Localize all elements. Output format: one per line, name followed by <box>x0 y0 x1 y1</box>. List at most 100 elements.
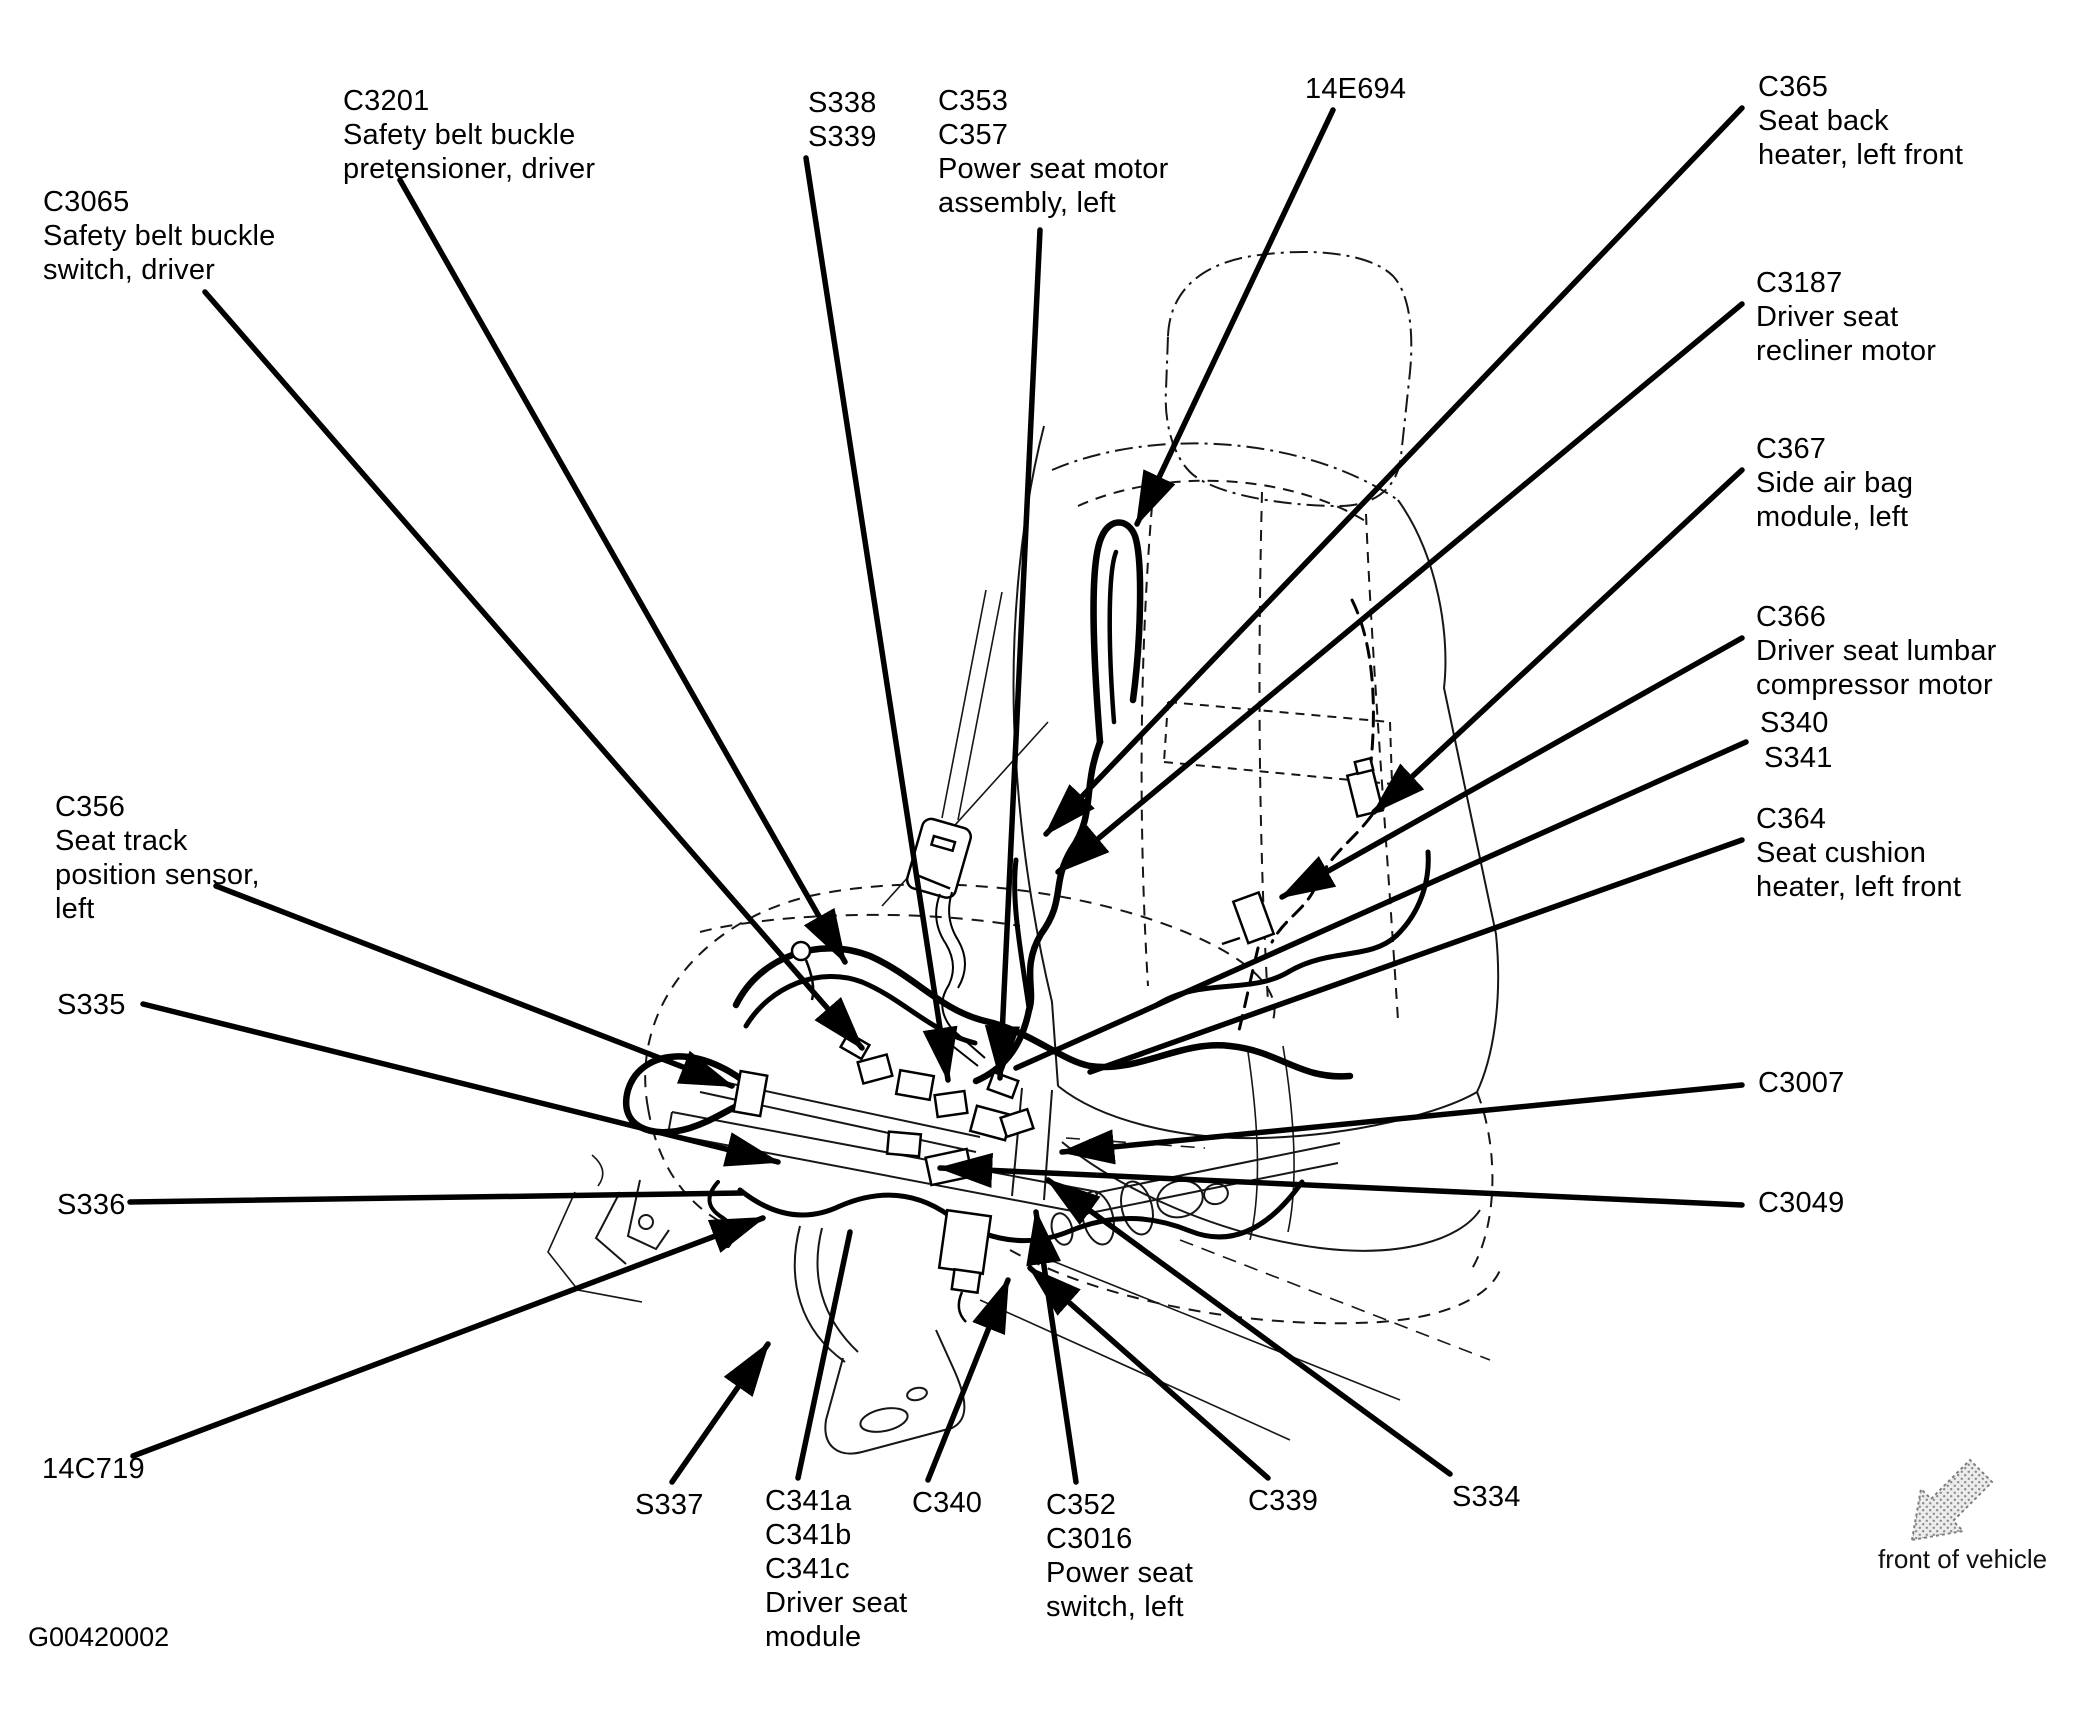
callout-c364-line: Seat cushion <box>1756 837 1927 869</box>
callout-c3065-line: Safety belt buckle <box>43 220 276 252</box>
callout-c3007-line: C3007 <box>1758 1067 1845 1099</box>
callout-c341: C341a C341b C341c Driver seat module <box>765 1484 907 1654</box>
callout-c3065-line: switch, driver <box>43 254 215 286</box>
callout-s335-line: S335 <box>57 989 126 1021</box>
callout-s337: S337 <box>635 1488 704 1522</box>
callout-s341-line: S341 <box>1764 742 1833 774</box>
callout-s338-s339-line: S339 <box>808 121 877 153</box>
leader-c366 <box>1279 635 1745 900</box>
leader-c3065 <box>202 289 865 1051</box>
leader-c3187 <box>1055 301 1745 875</box>
callout-c340: C340 <box>912 1486 982 1520</box>
callout-c366-line: Driver seat lumbar <box>1756 635 1997 667</box>
callout-s335: S335 <box>57 988 126 1022</box>
leader-s336 <box>127 1190 745 1205</box>
callout-c366-line: C366 <box>1756 601 1827 633</box>
leader-c352 <box>1026 1209 1079 1485</box>
callout-c367: C367 Side air bag module, left <box>1756 432 1913 534</box>
callout-s334-line: S334 <box>1452 1481 1521 1513</box>
leader-c3201 <box>397 177 848 965</box>
callout-14c719: 14C719 <box>42 1452 145 1486</box>
callout-c365-line: Seat back <box>1758 105 1889 137</box>
leader-c3007 <box>1059 1082 1745 1165</box>
callout-c352-line: C3016 <box>1046 1523 1133 1555</box>
callout-s334: S334 <box>1452 1480 1521 1514</box>
callout-c356-line: Seat track <box>55 825 188 857</box>
callout-c3201: C3201 Safety belt buckle pretensioner, dri… <box>343 84 595 186</box>
leader-c367 <box>1371 467 1745 815</box>
callout-14e694-line: 14E694 <box>1305 73 1407 105</box>
callout-s336: S336 <box>57 1188 126 1222</box>
callout-c341-line: C341c <box>765 1553 850 1585</box>
callout-c353-c357-line: Power seat motor <box>938 153 1169 185</box>
callout-c367-line: Side air bag <box>1756 467 1914 499</box>
callout-c364-line: heater, left front <box>1756 871 1962 903</box>
callout-c353-c357-line: assembly, left <box>938 187 1116 219</box>
callout-c365: C365 Seat back heater, left front <box>1758 70 1963 172</box>
callout-c3187-line: Driver seat <box>1756 301 1899 333</box>
callout-c341-line: C341a <box>765 1485 852 1517</box>
callout-c353-c357-line: C357 <box>938 119 1009 151</box>
callout-c356-line: position sensor, <box>55 859 260 891</box>
pretensioner-connector <box>790 940 812 962</box>
callout-c341-line: Driver seat <box>765 1587 908 1619</box>
leader-c3049 <box>937 1152 1745 1208</box>
power-seat-switch <box>937 1208 993 1276</box>
callout-c356-line: left <box>55 893 95 925</box>
callout-c366: C366 Driver seat lumbar compressor motor <box>1756 600 1997 702</box>
callout-c352: C352 C3016 Power seat switch, left <box>1046 1488 1193 1624</box>
callout-c3187-line: C3187 <box>1756 267 1843 299</box>
callout-c3187: C3187 Driver seat recliner motor <box>1756 266 1936 368</box>
callout-c3049-line: C3049 <box>1758 1187 1845 1219</box>
callout-c367-line: C367 <box>1756 433 1827 465</box>
callout-c3065-line: C3065 <box>43 186 130 218</box>
leader-14e694 <box>1134 107 1336 527</box>
connector-s340-s341 <box>1231 890 1276 945</box>
callout-c341-line: module <box>765 1621 862 1653</box>
figure-code: G00420002 <box>28 1622 170 1652</box>
callout-s341: S341 <box>1764 741 1833 775</box>
callout-c340-line: C340 <box>912 1487 983 1519</box>
leader-c353-c357 <box>984 227 1043 1081</box>
callout-c364-line: C364 <box>1756 803 1827 835</box>
callout-c3187-line: recliner motor <box>1756 335 1937 367</box>
callout-c339: C339 <box>1248 1484 1318 1518</box>
callout-leader-lines <box>127 105 1749 1485</box>
seat-belt-buckle <box>905 817 986 1067</box>
callout-c3201-line: C3201 <box>343 85 430 117</box>
callout-c3201-line: Safety belt buckle <box>343 119 576 151</box>
callout-c352-line: C352 <box>1046 1489 1117 1521</box>
leader-s341 <box>1013 739 1749 1071</box>
leader-s338-s339 <box>803 155 958 1083</box>
callout-c352-line: switch, left <box>1046 1591 1184 1623</box>
leader-14c719 <box>130 1215 766 1459</box>
leader-c356 <box>213 883 735 1089</box>
leader-c341 <box>795 1229 853 1481</box>
callout-c365-line: heater, left front <box>1758 139 1964 171</box>
callout-s337-line: S337 <box>635 1489 704 1521</box>
callout-c356: C356 Seat track position sensor, left <box>55 790 260 926</box>
callout-c353-c357-line: C353 <box>938 85 1009 117</box>
callout-s338-s339-line: S338 <box>808 87 877 119</box>
leader-s334 <box>1045 1177 1453 1477</box>
leader-c340 <box>925 1277 1011 1483</box>
headrest <box>1164 251 1413 508</box>
callout-c339-line: C339 <box>1248 1485 1319 1517</box>
callout-c364: C364 Seat cushion heater, left front <box>1756 802 1961 904</box>
callout-c3049: C3049 <box>1758 1186 1844 1220</box>
seat-track-sensor <box>732 1069 769 1118</box>
leader-c339 <box>1027 1265 1271 1481</box>
leader-s335 <box>140 1001 781 1167</box>
callout-c3007: C3007 <box>1758 1066 1844 1100</box>
callout-c353-c357: C353 C357 Power seat motor assembly, left <box>938 84 1168 220</box>
callout-s340: S340 <box>1760 706 1829 740</box>
callout-s338-s339: S338 S339 <box>808 86 877 154</box>
front-of-vehicle-arrow-icon <box>1910 1458 1994 1542</box>
leader-s337 <box>669 1341 771 1485</box>
callout-14c719-line: 14C719 <box>42 1453 145 1485</box>
callout-c352-line: Power seat <box>1046 1557 1194 1589</box>
callout-c3065: C3065 Safety belt buckle switch, driver <box>43 185 276 287</box>
leader-c365 <box>1043 105 1745 837</box>
